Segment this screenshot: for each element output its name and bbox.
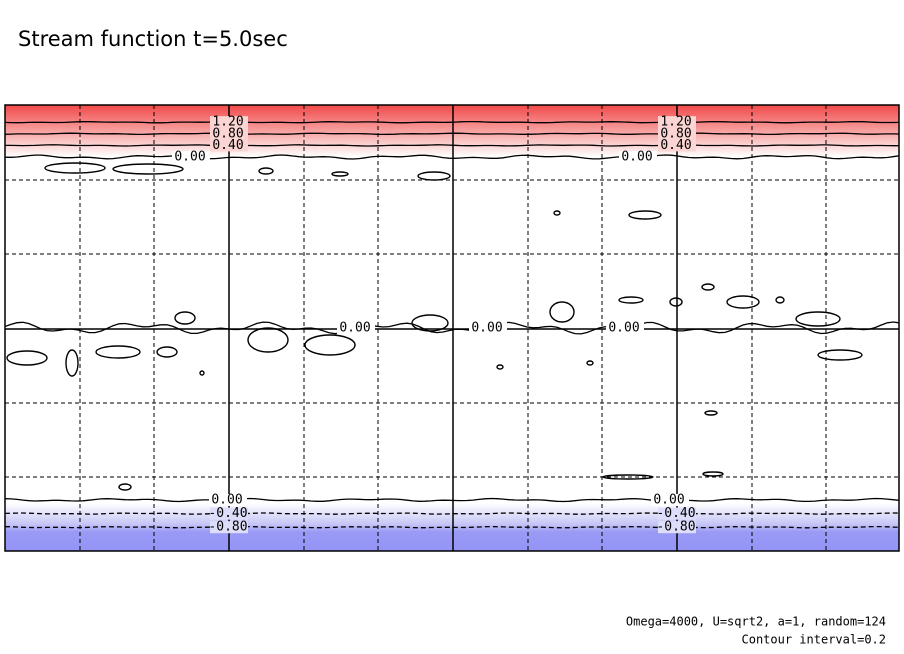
contour-label: 0.80: [660, 126, 691, 141]
contour-label: 0.40: [212, 138, 243, 153]
contour-label: 0.00: [608, 321, 639, 336]
eddies: [6, 162, 863, 491]
contour-label-bg: [210, 521, 248, 534]
contour-label: -0.80: [656, 520, 695, 535]
contour-line: [4, 321, 900, 335]
contour-label: 0.00: [339, 321, 370, 336]
contour-label-bg: [469, 322, 507, 334]
contour-label: 0.00: [211, 493, 242, 508]
contour-label: 0.00: [621, 150, 652, 165]
contour-label: 0.00: [471, 321, 502, 336]
contour-label-bg: [606, 322, 644, 334]
contour-label: -0.80: [208, 520, 247, 535]
contour-label-bg: [658, 116, 696, 129]
contour-label-bg: [209, 494, 247, 506]
contour-label-bg: [337, 322, 375, 334]
contour-label-bg: [210, 116, 248, 129]
contour-label-bg: [658, 127, 696, 140]
contour-line: [4, 512, 900, 515]
contour-label-bg: [210, 507, 248, 520]
chart-title: Stream function t=5.0sec: [18, 27, 288, 51]
contour-label-bg: [658, 139, 696, 152]
contour-label-bg: [210, 127, 248, 140]
contour-line: [4, 497, 900, 503]
contour-label-bg: [619, 151, 657, 163]
contour-label: 0.00: [174, 150, 205, 165]
contour-line: [4, 154, 900, 160]
contour-line: [5, 525, 900, 529]
contour-label: 1.20: [660, 115, 691, 130]
contour-label: -0.40: [208, 506, 247, 521]
contour-label-bg: [651, 494, 689, 506]
contour-label: 0.80: [212, 126, 243, 141]
positive-fill: [5, 105, 899, 157]
note: Omega=4000, U=sqrt2, a=1, random=124: [626, 615, 886, 629]
contour-line: [4, 132, 900, 136]
contour-label-bg: [172, 151, 210, 163]
contour-line: [5, 144, 899, 147]
note: Contour interval=0.2: [742, 633, 887, 647]
grid: [5, 105, 899, 551]
plot-frame: [4, 104, 900, 552]
contour-label-bg: [658, 521, 696, 534]
contour-label: 0.40: [660, 138, 691, 153]
contour-label-bg: [658, 507, 696, 520]
contour-label: 1.20: [212, 115, 243, 130]
contour-label: -0.40: [656, 506, 695, 521]
contour-label-bg: [210, 139, 248, 152]
contour-line: [4, 120, 900, 124]
contour-label: 0.00: [653, 493, 684, 508]
